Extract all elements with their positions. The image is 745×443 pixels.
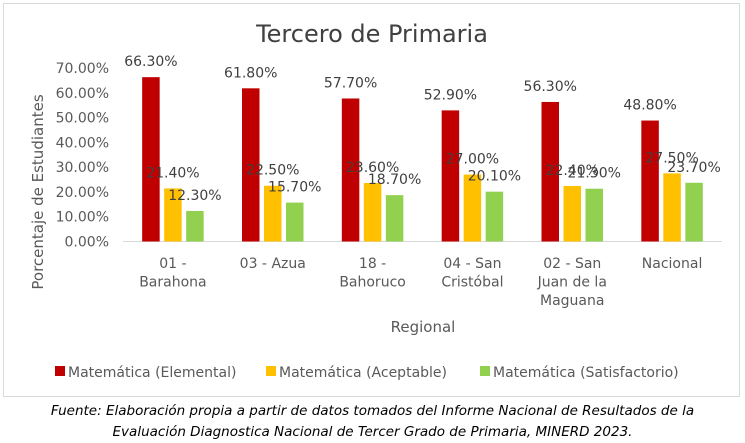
x-category-label: 03 - Azua (240, 256, 306, 272)
x-category-label: 01 - (159, 256, 186, 272)
x-category-label: 18 - (359, 256, 386, 272)
legend-label: Matemática (Aceptable) (279, 365, 447, 381)
data-label: 12.30% (168, 188, 221, 204)
bar (663, 173, 681, 242)
bar (363, 183, 382, 242)
y-axis-title: Porcentaje de Estudiantes (29, 94, 47, 289)
y-tick-label: 30.00% (56, 160, 109, 176)
y-tick-label: 10.00% (56, 210, 109, 226)
data-label: 66.30% (124, 54, 177, 70)
data-label: 27.50% (645, 150, 698, 166)
bar (641, 120, 659, 242)
data-label: 18.70% (368, 172, 421, 188)
legend-swatch (480, 366, 490, 376)
data-label: 22.50% (246, 163, 299, 179)
data-label: 21.40% (146, 165, 199, 181)
chart-title: Tercero de Primaria (255, 20, 488, 48)
y-tick-label: 20.00% (56, 185, 109, 201)
data-label: 27.00% (446, 152, 499, 168)
data-label: 15.70% (268, 180, 321, 196)
bar (685, 182, 703, 242)
x-category-label: Cristóbal (441, 275, 503, 291)
data-label: 23.60% (346, 160, 399, 176)
source-caption: Fuente: Elaboración propia a partir de d… (0, 401, 745, 443)
bar (441, 110, 460, 242)
x-category-label: Bahoruco (339, 275, 406, 291)
y-tick-label: 50.00% (56, 111, 109, 127)
data-label: 57.70% (324, 75, 377, 91)
bar (385, 195, 404, 242)
y-tick-label: 60.00% (56, 86, 109, 102)
legend-label: Matemática (Satisfactorio) (493, 365, 679, 381)
caption-line-1: Fuente: Elaboración propia a partir de d… (50, 403, 695, 419)
bar (264, 185, 282, 242)
data-label: 23.70% (667, 160, 720, 176)
x-category-label: 04 - San (443, 256, 501, 272)
x-axis-title: Regional (391, 318, 456, 336)
bar (541, 101, 559, 242)
bar-chart: Tercero de Primaria Porcentaje de Estudi… (29, 20, 722, 381)
data-label: 21.30% (568, 166, 621, 182)
data-label: 61.80% (224, 65, 277, 81)
x-category-label: Barahona (139, 275, 206, 291)
x-category-label: Nacional (642, 256, 703, 272)
data-label: 48.80% (623, 98, 676, 114)
caption-line-2: Evaluación Diagnostica Nacional de Terce… (112, 424, 633, 440)
data-label: 20.10% (468, 169, 521, 185)
bar (286, 202, 304, 242)
data-label: 22.40% (546, 163, 599, 179)
bar (341, 98, 360, 242)
bar (563, 185, 581, 242)
bar (485, 191, 504, 242)
legend-label: Matemática (Elemental) (68, 365, 236, 381)
bar (463, 174, 482, 242)
bar (164, 188, 182, 242)
x-category-label: 02 - San (543, 256, 601, 272)
data-label: 56.30% (524, 79, 577, 95)
y-tick-label: 40.00% (56, 135, 109, 151)
y-tick-label: 70.00% (56, 61, 109, 77)
bar (585, 188, 603, 242)
bar (186, 211, 204, 242)
legend-swatch (266, 366, 276, 376)
bar (242, 88, 260, 242)
legend-swatch (55, 366, 65, 376)
y-tick-label: 0.00% (65, 235, 109, 251)
data-label: 52.90% (424, 87, 477, 103)
x-category-label: Maguana (540, 293, 604, 309)
x-category-label: Juan de la (537, 275, 607, 291)
bar (142, 77, 160, 242)
